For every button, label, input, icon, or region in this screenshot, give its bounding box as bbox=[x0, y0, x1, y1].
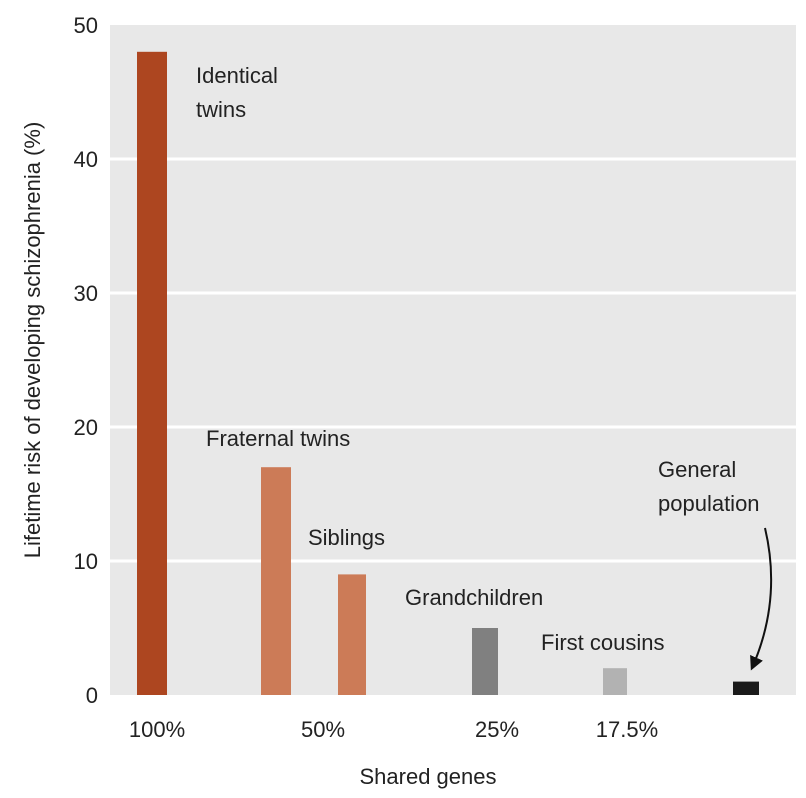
bar-label: Identical twins bbox=[196, 63, 278, 122]
x-tick-label: 17.5% bbox=[596, 717, 658, 742]
bar-siblings bbox=[338, 574, 366, 695]
y-tick-label: 10 bbox=[74, 549, 98, 574]
y-axis-title: Lifetime risk of developing schizophreni… bbox=[20, 122, 45, 559]
x-axis-ticks: 100% 50% 25% 17.5% bbox=[129, 717, 658, 742]
y-tick-label: 30 bbox=[74, 281, 98, 306]
y-tick-label: 50 bbox=[74, 13, 98, 38]
bar-label: Grandchildren bbox=[405, 585, 543, 610]
general-population-arrow bbox=[750, 527, 773, 671]
x-tick-label: 50% bbox=[301, 717, 345, 742]
bar-grandchildren bbox=[472, 628, 498, 695]
plot-background bbox=[110, 25, 796, 695]
bar-labels: Identical twins Fraternal twins Siblings Gra… bbox=[196, 63, 760, 655]
y-axis-ticks: 0 10 20 30 40 50 bbox=[74, 13, 98, 708]
bar-identical-twins bbox=[137, 51, 167, 696]
bar-fraternal-twins bbox=[261, 467, 291, 695]
bars bbox=[137, 51, 759, 696]
y-tick-label: 0 bbox=[86, 683, 98, 708]
gridlines bbox=[110, 157, 796, 563]
bar-label: Fraternal twins bbox=[206, 426, 350, 451]
x-axis-title: Shared genes bbox=[360, 764, 497, 789]
bar-general-population bbox=[733, 681, 759, 695]
y-tick-label: 40 bbox=[74, 147, 98, 172]
x-tick-label: 25% bbox=[475, 717, 519, 742]
bar-label: Siblings bbox=[308, 525, 385, 550]
bar-label: General population bbox=[658, 457, 760, 516]
bar-label: First cousins bbox=[541, 630, 664, 655]
bar-first-cousins bbox=[603, 668, 627, 695]
y-tick-label: 20 bbox=[74, 415, 98, 440]
x-tick-label: 100% bbox=[129, 717, 185, 742]
